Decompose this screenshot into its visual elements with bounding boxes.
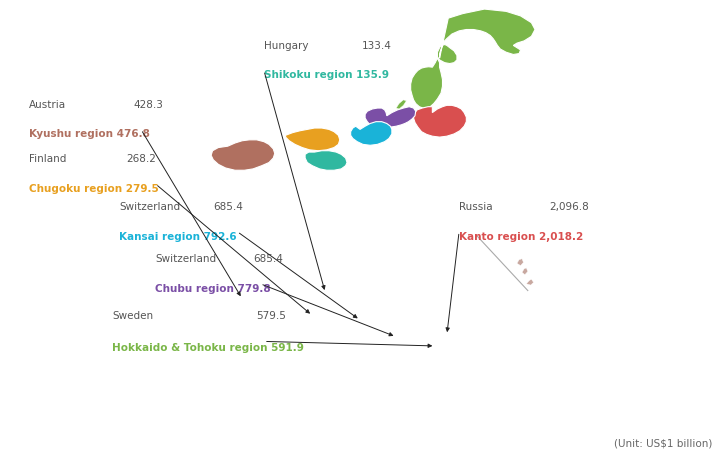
Polygon shape (522, 268, 528, 275)
Text: 579.5: 579.5 (257, 311, 286, 321)
Polygon shape (437, 9, 535, 64)
Text: 2,096.8: 2,096.8 (549, 202, 589, 212)
Text: 685.4: 685.4 (253, 254, 283, 264)
Polygon shape (396, 100, 406, 109)
Text: Sweden: Sweden (112, 311, 153, 321)
Text: Finland: Finland (29, 154, 67, 164)
Text: Russia: Russia (459, 202, 493, 212)
Polygon shape (286, 128, 340, 151)
Text: 685.4: 685.4 (213, 202, 243, 212)
Text: 268.2: 268.2 (127, 154, 156, 164)
Text: Hungary: Hungary (264, 41, 309, 51)
Text: Switzerland: Switzerland (155, 254, 217, 264)
Polygon shape (305, 151, 347, 170)
Text: 133.4: 133.4 (362, 41, 391, 51)
Text: Switzerland: Switzerland (119, 202, 181, 212)
Polygon shape (351, 122, 392, 145)
Polygon shape (526, 279, 534, 285)
Text: Kanto region 2,018.2: Kanto region 2,018.2 (459, 232, 583, 242)
Text: 428.3: 428.3 (134, 100, 163, 110)
Text: Kansai region 792.6: Kansai region 792.6 (119, 232, 237, 242)
Polygon shape (211, 140, 275, 170)
Text: Shikoku region 135.9: Shikoku region 135.9 (264, 70, 389, 80)
Text: Kyushu region 476.8: Kyushu region 476.8 (29, 129, 150, 139)
Polygon shape (414, 105, 466, 137)
Text: Hokkaido & Tohoku region 591.9: Hokkaido & Tohoku region 591.9 (112, 343, 304, 353)
Text: (Unit: US$1 billion): (Unit: US$1 billion) (614, 438, 712, 448)
Polygon shape (517, 259, 523, 266)
Text: Austria: Austria (29, 100, 66, 110)
Polygon shape (411, 58, 442, 108)
Polygon shape (365, 107, 416, 128)
Text: Chugoku region 279.5: Chugoku region 279.5 (29, 184, 158, 194)
Text: Chubu region 779.8: Chubu region 779.8 (155, 284, 271, 294)
